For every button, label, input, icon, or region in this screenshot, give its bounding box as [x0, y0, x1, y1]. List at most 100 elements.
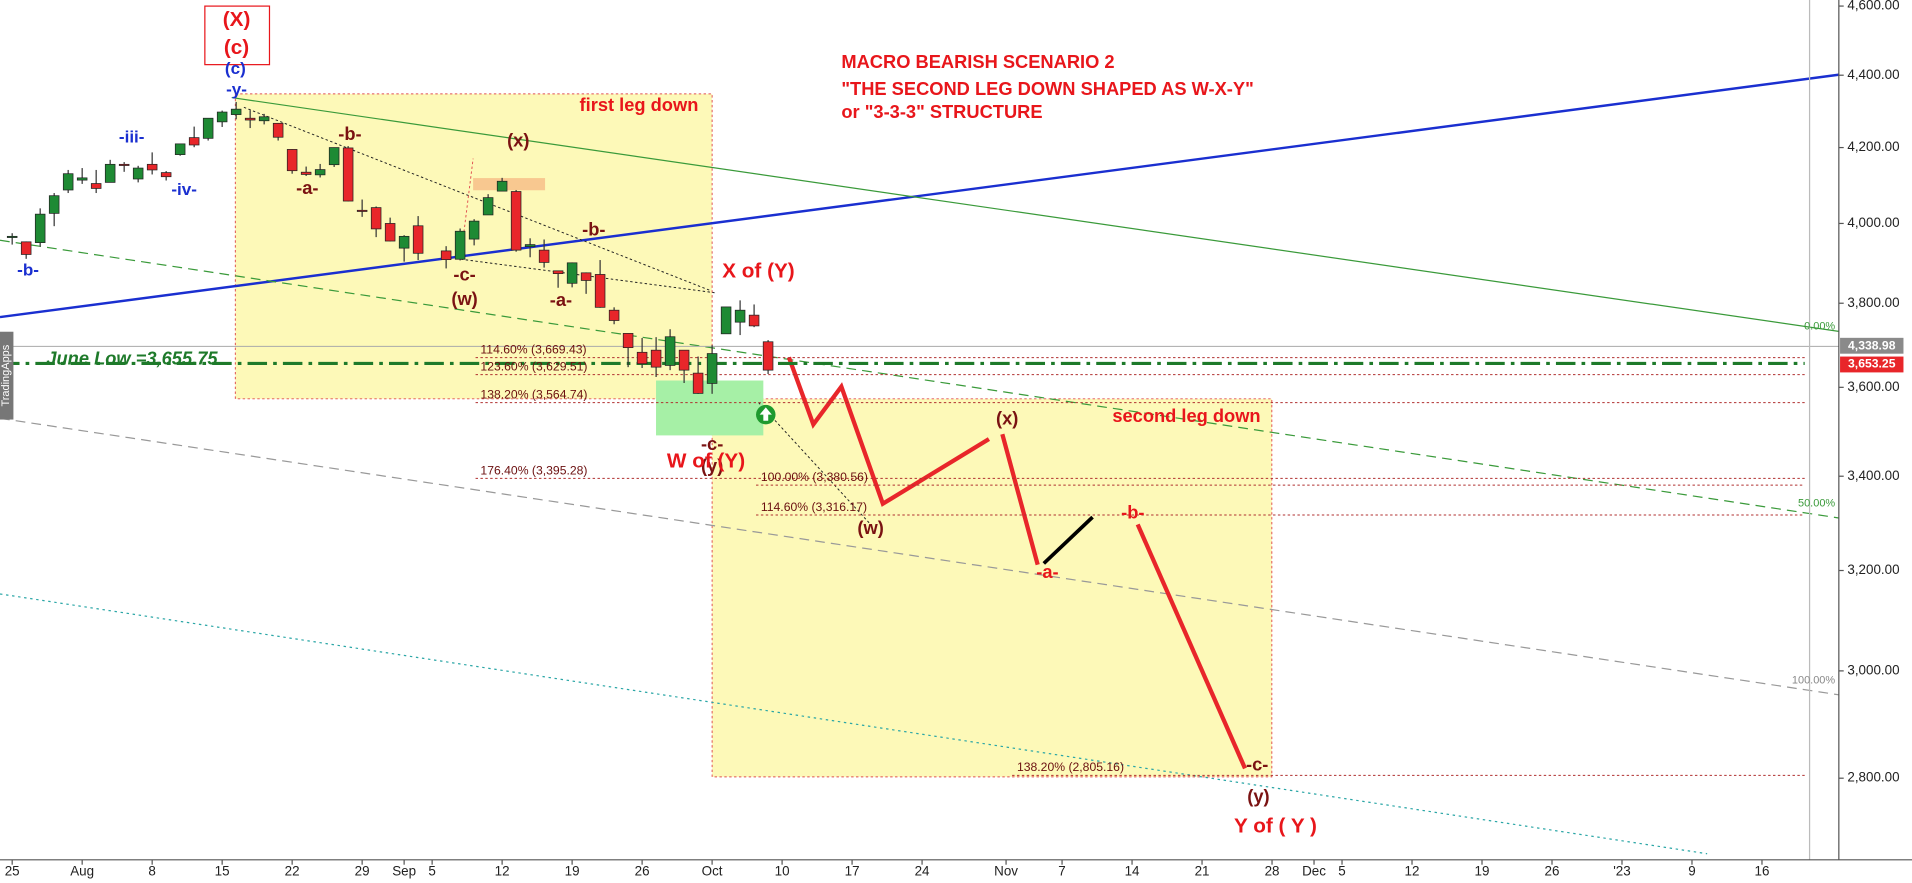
- annotation: second leg down: [1112, 405, 1260, 426]
- x-tick-label: 19: [1475, 864, 1490, 879]
- candle-body: [258, 116, 270, 122]
- candle-body: [594, 274, 606, 308]
- y-tick-label: 3,800.00: [1847, 295, 1899, 310]
- candle-body: [118, 163, 130, 166]
- annotation: -b-: [1121, 501, 1144, 522]
- projection-path: [786, 356, 991, 507]
- annotation: (y): [1247, 785, 1269, 806]
- candle-body: [202, 117, 214, 139]
- candle-body: [34, 213, 46, 243]
- candle-body: [104, 163, 116, 183]
- annotation: -a-: [550, 289, 572, 310]
- annotation: (x): [996, 407, 1018, 428]
- candle-body: [216, 111, 228, 123]
- candle-body: [244, 117, 256, 121]
- x-tick-label: 26: [635, 864, 650, 879]
- x-tick-label: 25: [5, 864, 20, 879]
- candle-body: [482, 197, 494, 216]
- candle-body: [720, 306, 732, 335]
- x-tick-label: Sep: [392, 864, 416, 879]
- annotations: (X) (c) (c) -y- -iii- -iv- -b- -b- -a- (…: [0, 8, 1835, 837]
- x-tick-label: 7: [1058, 864, 1065, 879]
- annotation: first leg down: [580, 94, 699, 115]
- candle-body: [146, 163, 158, 171]
- candle-body: [622, 333, 634, 349]
- axis-panel: [1838, 0, 1912, 883]
- candle-body: [748, 314, 760, 327]
- candle-body: [314, 169, 326, 176]
- x-tick-label: 28: [1265, 864, 1280, 879]
- x-tick-label: 9: [1688, 864, 1695, 879]
- second-leg-box: [711, 398, 1273, 778]
- x-tick-label: '23: [1613, 864, 1630, 879]
- candle-body: [370, 207, 382, 230]
- channel-label: 100.00%: [1792, 674, 1836, 686]
- last-price-label: 3,653.25: [1848, 357, 1896, 371]
- y-tick-label: 3,600.00: [1847, 379, 1899, 394]
- x-tick-label: 5: [428, 864, 435, 879]
- candle-body: [188, 137, 200, 146]
- target-box: [656, 380, 764, 436]
- last-price-badge: [1840, 356, 1904, 373]
- channel-label: 50.00%: [1798, 498, 1835, 510]
- x-tick-label: 5: [1338, 864, 1345, 879]
- annotation: -b-: [338, 123, 361, 144]
- candle-body: [62, 173, 74, 191]
- annotation: or "3-3-3" STRUCTURE: [841, 101, 1042, 122]
- candle-body: [132, 167, 144, 180]
- candle-body: [356, 209, 368, 212]
- candles: [6, 101, 774, 394]
- fib-label: 114.60% (3,669.43): [480, 343, 586, 357]
- watermark: TradingApps: [0, 344, 12, 406]
- candle-body: [762, 341, 774, 371]
- y-tick-label: 2,800.00: [1847, 770, 1899, 785]
- candle-body: [580, 272, 592, 281]
- candle-body: [230, 108, 242, 115]
- y-tick-label: 3,400.00: [1847, 468, 1899, 483]
- x-tick-label: 22: [285, 864, 300, 879]
- x-tick-label: 14: [1125, 864, 1140, 879]
- candle-body: [160, 172, 172, 178]
- fib-label: 176.40% (3,395.28): [480, 463, 587, 477]
- annotation: -y-: [226, 80, 247, 99]
- annotation: (c): [225, 59, 246, 78]
- candle-body: [552, 270, 564, 274]
- projection-path: [1135, 523, 1247, 770]
- candle-body: [90, 183, 102, 189]
- watermark-bg: [0, 331, 14, 420]
- levels: June Low =3,655.75 114.60% (3,669.43) 123.…: [0, 343, 1805, 776]
- candle-body: [692, 372, 704, 394]
- projection-path: [1042, 515, 1094, 565]
- annotation: (w): [451, 288, 477, 309]
- candle-body: [454, 230, 466, 260]
- x-tick-label: Aug: [70, 864, 94, 879]
- x-tick-label: Dec: [1302, 864, 1326, 879]
- annotation: -a-: [1036, 561, 1058, 582]
- x-tick-label: 12: [1405, 864, 1420, 879]
- annotation: -c-: [1246, 754, 1268, 775]
- candle-body: [510, 191, 522, 251]
- candle-body: [328, 147, 340, 166]
- candle-body: [272, 122, 284, 138]
- annotation: -b-: [17, 260, 39, 279]
- candle-body: [664, 336, 676, 366]
- annotation: -iii-: [119, 127, 145, 146]
- x-tick-label: 12: [495, 864, 510, 879]
- blue-trendline: [0, 73, 1842, 319]
- candle-body: [706, 353, 718, 384]
- annotation: X of (Y): [722, 259, 795, 282]
- x-tick-label: 29: [355, 864, 370, 879]
- x-tick-label: 8: [148, 864, 155, 879]
- candle-body: [496, 180, 508, 192]
- candle-body: [566, 262, 578, 284]
- june-low-label: June Low =3,655.75: [46, 348, 218, 369]
- zone-box: [473, 178, 546, 191]
- y-tick-label: 4,400.00: [1847, 67, 1899, 82]
- annotation: Y of ( Y ): [1234, 814, 1317, 837]
- candle-body: [412, 225, 424, 254]
- candle-body: [48, 195, 60, 214]
- green-channel-top: [231, 96, 1842, 333]
- x-tick-label: 10: [775, 864, 790, 879]
- channel-label: 0.00%: [1804, 321, 1835, 333]
